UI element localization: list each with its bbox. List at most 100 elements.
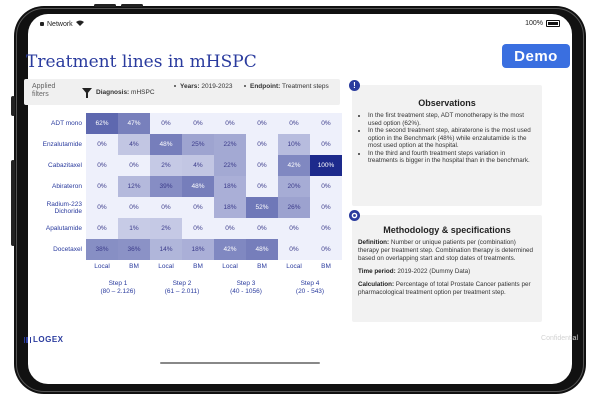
heatmap-cell: 42% — [278, 155, 310, 176]
methodology-title: Methodology & specifications — [383, 225, 511, 235]
heatmap-cell: 0% — [182, 197, 214, 218]
heatmap-cell: 39% — [150, 176, 182, 197]
demo-button[interactable]: Demo — [502, 44, 570, 68]
heatmap-cell: 48% — [182, 176, 214, 197]
heatmap-cell: 2% — [150, 155, 182, 176]
heatmap-column-label: BM — [321, 263, 331, 270]
heatmap-cell: 0% — [86, 155, 118, 176]
heatmap-cell: 38% — [86, 239, 118, 260]
heatmap-column-label: Local — [158, 263, 174, 270]
heatmap-cell: 0% — [278, 218, 310, 239]
heatmap-cell: 62% — [86, 113, 118, 134]
heatmap-row: Docetaxel 38% 36% 14% 18% 42% 48% 0% 0% — [24, 239, 344, 260]
wifi-icon — [75, 20, 84, 28]
heatmap-cell: 14% — [150, 239, 182, 260]
step-label: Step 4 (20 - 543) — [295, 280, 325, 295]
power-button — [11, 160, 15, 246]
heatmap-column-labels: Local BM Local BM Local BM Local BM — [86, 263, 344, 270]
top-button-1 — [94, 4, 116, 7]
observations-list: In the first treatment step, ADT monothe… — [360, 112, 534, 165]
heatmap-cell: 0% — [310, 239, 342, 260]
heatmap-cell: 0% — [246, 134, 278, 155]
time-period-text: Time period: 2019-2022 (Dummy Data) — [358, 268, 471, 275]
heatmap-row: Apalutamide 0% 1% 2% 0% 0% 0% 0% 0% — [24, 218, 344, 239]
top-button-2 — [121, 4, 143, 7]
heatmap-cell: 0% — [86, 176, 118, 197]
step-label: Step 3 (40 - 1056) — [230, 280, 262, 295]
filter-diagnosis[interactable]: Diagnosis: mHSPC — [96, 89, 155, 96]
heatmap-cell: 0% — [182, 218, 214, 239]
home-indicator[interactable] — [160, 362, 320, 364]
heatmap-cell: 47% — [118, 113, 150, 134]
heatmap-cell: 12% — [118, 176, 150, 197]
heatmap-row-label: Radium-223 Dichoride — [46, 200, 82, 215]
heatmap-row-label: ADT mono — [51, 120, 82, 127]
heatmap-cell: 1% — [118, 218, 150, 239]
heatmap-cell: 48% — [150, 134, 182, 155]
heatmap-cell: 4% — [182, 155, 214, 176]
heatmap-cell: 0% — [150, 113, 182, 134]
exclamation-icon: ! — [349, 80, 360, 91]
heatmap-cell: 18% — [214, 176, 246, 197]
settings-icon — [349, 210, 360, 221]
heatmap-cell: 0% — [310, 113, 342, 134]
heatmap-cell: 0% — [86, 218, 118, 239]
applied-filters-bar: Applied filters Diagnosis: mHSPC Years: … — [24, 79, 340, 105]
heatmap-row: Enzalutamide 0% 4% 48% 25% 22% 0% 10% 0% — [24, 134, 344, 155]
heatmap-cell: 10% — [278, 134, 310, 155]
heatmap-cell: 0% — [278, 239, 310, 260]
step-label: Step 1 (80 – 2.126) — [100, 280, 136, 295]
definition-text: Definition: Number or unique patients pe… — [358, 239, 534, 262]
methodology-panel: Methodology & specifications Definition:… — [349, 210, 542, 322]
heatmap-cell: 0% — [86, 197, 118, 218]
heatmap-row: Abirateron 0% 12% 39% 48% 18% 0% 20% 0% — [24, 176, 344, 197]
heatmap-cell: 0% — [246, 176, 278, 197]
heatmap-cell: 0% — [310, 134, 342, 155]
page-title: Treatment lines in mHSPC — [26, 52, 257, 72]
heatmap-cell: 25% — [182, 134, 214, 155]
heatmap-cell: 0% — [86, 134, 118, 155]
network-label: Network — [47, 20, 73, 28]
heatmap-cell: 2% — [150, 218, 182, 239]
heatmap-cell: 36% — [118, 239, 150, 260]
heatmap-cell: 0% — [118, 197, 150, 218]
heatmap-cell: 26% — [278, 197, 310, 218]
heatmap-cell: 0% — [310, 176, 342, 197]
heatmap-cell: 18% — [214, 197, 246, 218]
heatmap-step-labels: Step 1 (80 – 2.126) Step 2 (61 – 2.011) Step… — [86, 280, 344, 296]
heatmap-row-label: Abirateron — [52, 183, 82, 190]
heatmap-row: Cabazitaxel 0% 0% 2% 4% 22% 0% 42% 100% — [24, 155, 344, 176]
heatmap-cell: 0% — [310, 218, 342, 239]
observation-item: In the second treatment step, abirateron… — [368, 127, 534, 150]
heatmap-cell: 0% — [246, 218, 278, 239]
heatmap-cell: 0% — [214, 113, 246, 134]
heatmap-cell: 0% — [246, 155, 278, 176]
applied-filters-label: Applied filters — [32, 83, 56, 98]
heatmap-cell: 0% — [278, 113, 310, 134]
confidential-label: Confidential — [541, 335, 578, 342]
battery-percent: 100% — [525, 20, 543, 27]
heatmap-row: Radium-223 Dichoride 0% 0% 0% 0% 18% 52% 26% 0% — [24, 197, 344, 218]
heatmap-row-label: Enzalutamide — [42, 141, 82, 148]
heatmap-row: ADT mono 62% 47% 0% 0% 0% 0% 0% 0% — [24, 113, 344, 134]
heatmap-cell: 0% — [310, 197, 342, 218]
heatmap-row-label: Apalutamide — [45, 225, 82, 232]
heatmap-cell: 18% — [182, 239, 214, 260]
heatmap-column-label: Local — [222, 263, 238, 270]
heatmap-cell: 42% — [214, 239, 246, 260]
heatmap-column-label: Local — [94, 263, 110, 270]
status-bar: Network 100% — [40, 18, 560, 30]
heatmap-cell: 100% — [310, 155, 342, 176]
heatmap-cell: 52% — [246, 197, 278, 218]
filter-endpoint[interactable]: Endpoint: Treatment steps — [244, 82, 340, 91]
observations-title: Observations — [418, 98, 476, 108]
heatmap-column-label: Local — [286, 263, 302, 270]
logex-logo: LOGEX — [24, 335, 64, 344]
heatmap-cell: 22% — [214, 155, 246, 176]
heatmap-column-label: BM — [129, 263, 139, 270]
heatmap-cell: 0% — [214, 218, 246, 239]
battery-icon — [546, 20, 560, 27]
filter-years[interactable]: Years: 2019-2023 — [174, 82, 234, 91]
observation-item: In the first treatment step, ADT monothe… — [368, 112, 534, 127]
heatmap-cell: 0% — [118, 155, 150, 176]
